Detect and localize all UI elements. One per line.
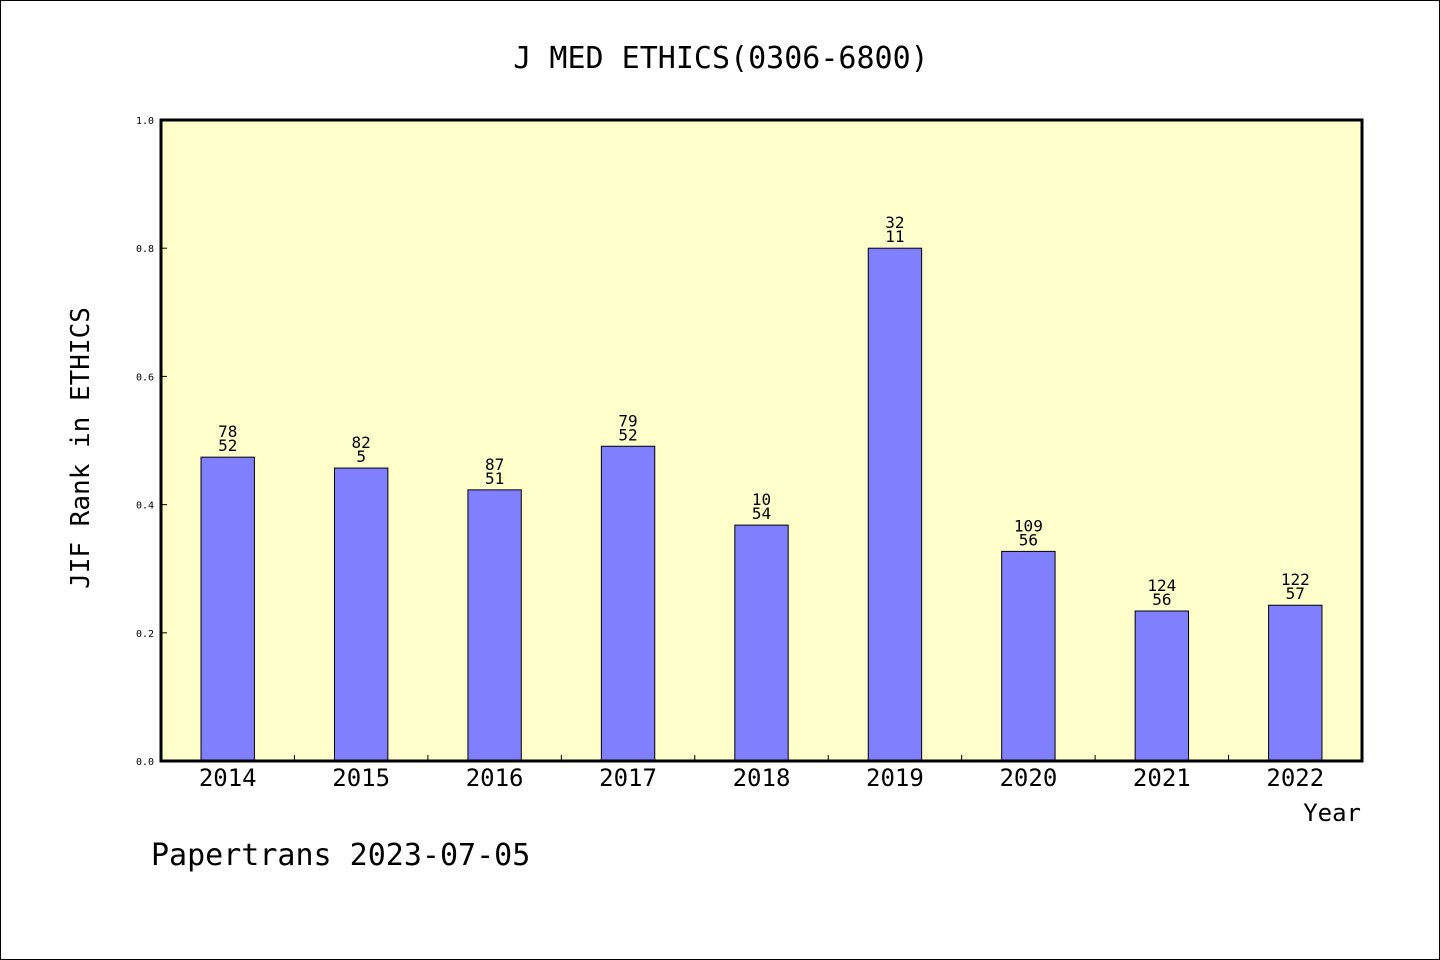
x-tick-label-2018: 2018 <box>733 764 791 792</box>
data-label-bottom-2018: 54 <box>752 504 771 523</box>
data-label-bottom-2020: 56 <box>1019 530 1038 549</box>
bar-2018 <box>734 524 789 762</box>
bar-2020 <box>1001 550 1056 762</box>
bar-2017 <box>600 445 656 762</box>
x-tick-label-2017: 2017 <box>599 764 657 792</box>
bar-2015 <box>333 467 389 762</box>
x-tick-label-2020: 2020 <box>999 764 1057 792</box>
data-label-bottom-2016: 51 <box>485 469 504 488</box>
data-label-bottom-2014: 52 <box>218 436 237 455</box>
data-label-top-2016: 87 <box>485 455 504 474</box>
y-axis-label: JIF Rank in ETHICS <box>66 307 96 589</box>
data-label-bottom-2019: 11 <box>885 227 904 246</box>
data-label-top-2020: 109 <box>1014 516 1043 535</box>
data-label-top-2017: 79 <box>618 411 637 430</box>
chart-title: J MED ETHICS(0306-6800) <box>513 41 928 76</box>
y-tick-label: 0.6 <box>136 372 154 383</box>
footer-text: Papertrans 2023-07-05 <box>151 838 530 873</box>
x-tick-label-2015: 2015 <box>332 764 390 792</box>
bar-2014 <box>200 456 255 762</box>
data-label-top-2019: 32 <box>885 213 904 232</box>
x-tick-label-2014: 2014 <box>199 764 257 792</box>
bar-2019 <box>867 247 923 762</box>
x-axis-ticks: 2014 2015 2016 2017 2018 2019 2020 2021 2022 <box>199 755 1324 792</box>
plot-frame <box>159 118 1364 763</box>
y-tick-label: 0.8 <box>136 244 154 255</box>
bar-2022 <box>1268 604 1323 762</box>
data-label-top-2015: 82 <box>352 433 371 452</box>
data-label-top-2021: 124 <box>1147 576 1176 595</box>
x-tick-label-2022: 2022 <box>1266 764 1324 792</box>
data-label-top-2022: 122 <box>1281 570 1310 589</box>
bar-2021 <box>1134 610 1190 762</box>
bars-group <box>200 247 1323 762</box>
y-tick-label: 0.0 <box>136 757 154 768</box>
data-label-bottom-2017: 52 <box>618 425 637 444</box>
y-tick-label: 0.2 <box>136 629 154 640</box>
data-label-top-2014: 78 <box>218 422 237 441</box>
x-tick-label-2021: 2021 <box>1133 764 1191 792</box>
bar-2016 <box>467 489 522 762</box>
data-label-bottom-2015: 5 <box>356 447 366 466</box>
y-tick-label: 0.4 <box>136 501 154 512</box>
data-label-top-2018: 10 <box>752 490 771 509</box>
x-tick-label-2019: 2019 <box>866 764 924 792</box>
x-tick-label-2016: 2016 <box>466 764 524 792</box>
data-label-bottom-2022: 57 <box>1286 584 1305 603</box>
y-tick-label: 1.0 <box>136 116 154 127</box>
x-axis-label: Year <box>1303 799 1361 827</box>
data-label-bottom-2021: 56 <box>1152 590 1171 609</box>
